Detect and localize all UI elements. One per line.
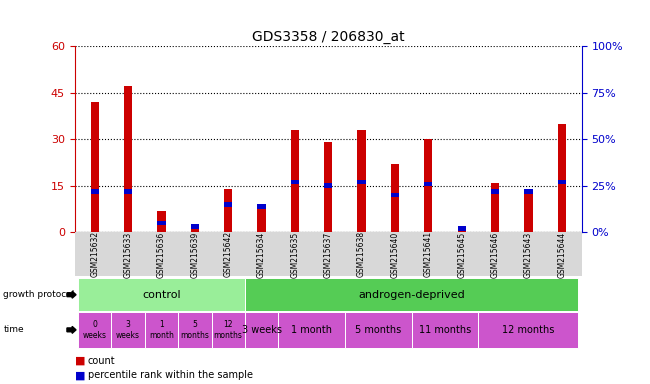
Text: GSM215640: GSM215640 — [391, 231, 400, 278]
Text: 12
months: 12 months — [214, 320, 242, 339]
Bar — [391, 164, 399, 232]
Bar — [424, 139, 432, 232]
Text: GSM215633: GSM215633 — [124, 231, 133, 278]
Text: GSM215638: GSM215638 — [357, 231, 366, 278]
Bar — [157, 210, 166, 232]
Text: ■: ■ — [75, 356, 85, 366]
Text: GSM215642: GSM215642 — [224, 231, 233, 278]
Text: 0
weeks: 0 weeks — [83, 320, 107, 339]
Bar — [458, 226, 466, 231]
Bar — [458, 226, 466, 232]
Bar — [424, 182, 432, 186]
Text: GSM215635: GSM215635 — [291, 231, 300, 278]
Text: count: count — [88, 356, 116, 366]
Bar — [291, 180, 299, 184]
Bar — [491, 183, 499, 232]
Text: 3 weeks: 3 weeks — [242, 325, 281, 335]
Bar — [524, 192, 532, 232]
Text: GSM215644: GSM215644 — [557, 231, 566, 278]
Text: GSM215637: GSM215637 — [324, 231, 333, 278]
Bar — [257, 207, 266, 232]
Text: GSM215646: GSM215646 — [491, 231, 500, 278]
Bar — [324, 184, 332, 188]
Bar — [224, 202, 232, 207]
Text: control: control — [142, 290, 181, 300]
Bar — [124, 86, 133, 232]
Text: 5
months: 5 months — [181, 320, 209, 339]
Bar — [558, 124, 566, 232]
Text: 12 months: 12 months — [502, 325, 554, 335]
Text: time: time — [3, 325, 24, 334]
Text: GSM215636: GSM215636 — [157, 231, 166, 278]
Bar — [257, 204, 266, 209]
Text: 11 months: 11 months — [419, 325, 471, 335]
Text: GSM215639: GSM215639 — [190, 231, 200, 278]
Text: percentile rank within the sample: percentile rank within the sample — [88, 370, 253, 380]
Text: GSM215645: GSM215645 — [457, 231, 466, 278]
Bar — [157, 221, 166, 225]
Bar — [90, 189, 99, 194]
Bar — [124, 189, 133, 194]
Bar — [524, 189, 532, 194]
Text: 1 month: 1 month — [291, 325, 332, 335]
Bar — [190, 224, 199, 229]
Title: GDS3358 / 206830_at: GDS3358 / 206830_at — [252, 30, 404, 44]
Text: androgen-deprived: androgen-deprived — [358, 290, 465, 300]
Text: GSM215632: GSM215632 — [90, 231, 99, 278]
Bar — [491, 189, 499, 194]
Bar — [358, 180, 366, 184]
Bar — [358, 130, 366, 232]
Text: 3
weeks: 3 weeks — [116, 320, 140, 339]
Bar — [190, 226, 199, 232]
Bar — [558, 180, 566, 184]
Text: ■: ■ — [75, 370, 85, 380]
Text: GSM215641: GSM215641 — [424, 231, 433, 278]
Text: GSM215634: GSM215634 — [257, 231, 266, 278]
Bar — [90, 102, 99, 232]
Bar — [324, 142, 332, 232]
Text: growth protocol: growth protocol — [3, 290, 75, 299]
Bar — [391, 193, 399, 197]
Text: 5 months: 5 months — [355, 325, 402, 335]
Text: 1
month: 1 month — [149, 320, 174, 339]
Bar — [291, 130, 299, 232]
Bar — [224, 189, 232, 232]
Text: GSM215643: GSM215643 — [524, 231, 533, 278]
